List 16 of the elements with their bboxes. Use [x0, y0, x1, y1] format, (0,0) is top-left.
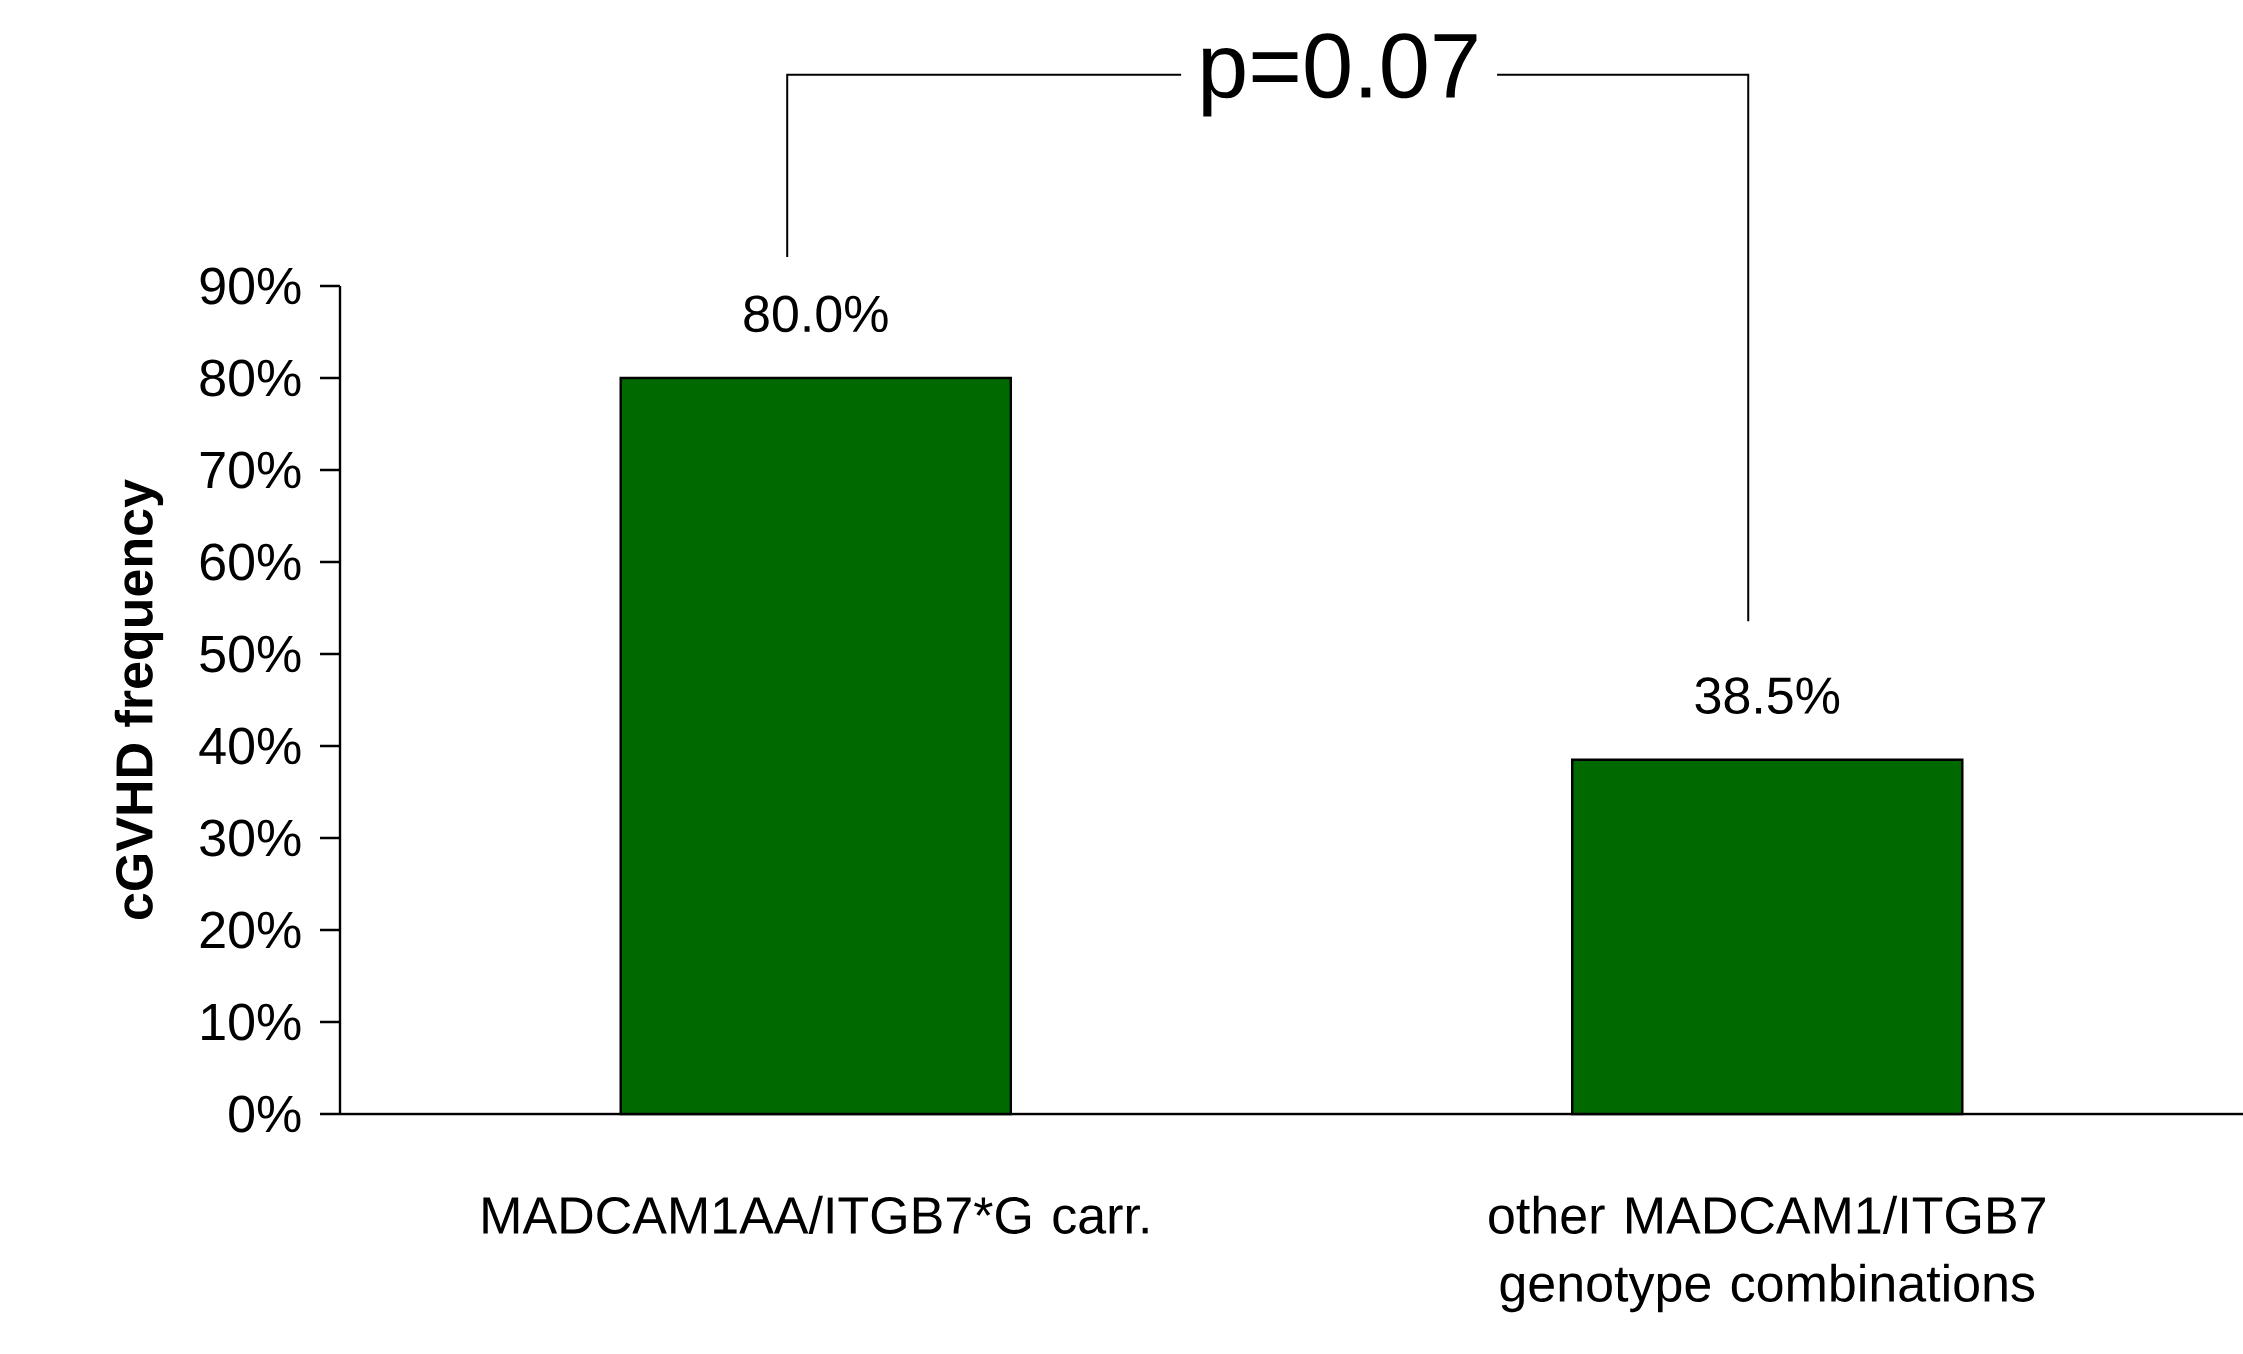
x-tick-label: other MADCAM1/ITGB7 genotype combinations	[1489, 1195, 2045, 1313]
data-label: 80.0%	[744, 295, 888, 333]
y-tick-label: 60%	[200, 543, 301, 581]
y-tick-label: 10%	[202, 1003, 301, 1041]
x-tick-label: MADCAM1AA/ITGB7*G carr.	[483, 1195, 1148, 1234]
y-tick-label: 0%	[229, 1095, 301, 1133]
y-tick-label: 90%	[200, 267, 301, 305]
y-tick-label: 40%	[199, 727, 301, 765]
y-tick-label: 80%	[200, 359, 301, 397]
y-tick-label: 70%	[200, 451, 301, 489]
data-label: 38.5%	[1695, 677, 1840, 715]
y-tick-label: 20%	[200, 911, 301, 949]
y-tick-label: 50%	[200, 635, 301, 673]
y-tick-label: 30%	[200, 819, 301, 857]
y-axis-title: cGVHD frequency	[114, 479, 164, 920]
text: p=0.07	[1203, 33, 1477, 117]
